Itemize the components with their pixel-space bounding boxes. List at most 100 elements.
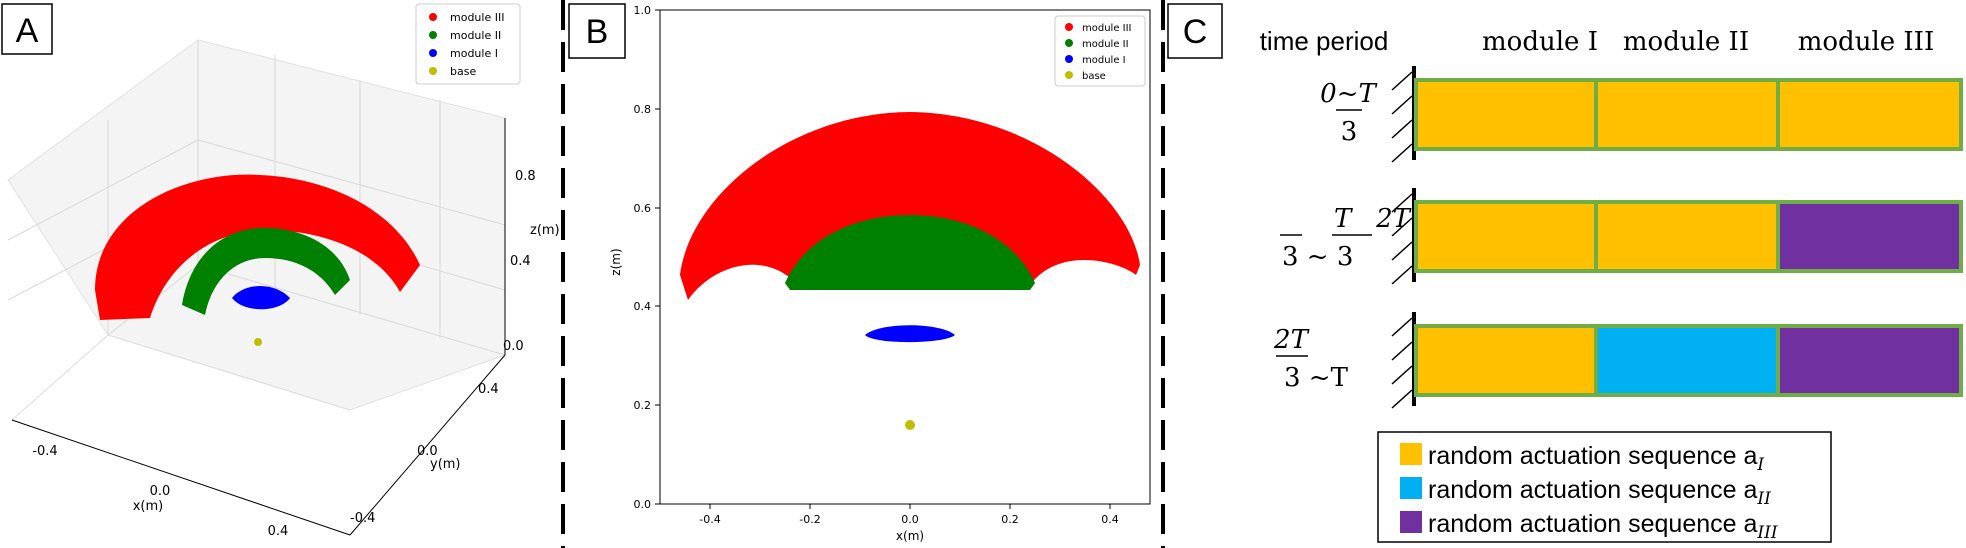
panel-c-row-2-wall: [1391, 188, 1416, 285]
panel-a-module-ii-cloud: [182, 227, 350, 315]
panel-c-legend-item-1: random actuation sequence aI: [1428, 442, 1764, 475]
panel-c-legend-sub-1: I: [1756, 455, 1764, 475]
panel-a-legend-box: [415, 3, 521, 85]
panel-a-legend-marker-3: [429, 49, 437, 57]
panel-a-z-tick-1: 0.8: [515, 169, 536, 184]
panel-a-y-tick-1: 0.4: [478, 382, 499, 397]
panel-b-legend-marker-2: [1065, 39, 1073, 47]
panel-c-legend-text-3: random actuation sequence a: [1428, 510, 1757, 538]
panel-b-y-tick-marks: [655, 9, 660, 505]
panel-b-base-point: [905, 420, 915, 430]
panel-b-scatter: [680, 112, 1140, 430]
panel-b-x-label: x(m): [896, 529, 924, 543]
panel-c-row-2-period: T 2T 3 ~ 3: [1280, 204, 1412, 272]
panel-b-y-label: z(m): [609, 248, 623, 275]
panel-a-x-tick-3: 0.4: [268, 524, 289, 539]
panel-c-row-3-block-module-iii: [1776, 324, 1963, 397]
panel-c-legend-text-2: random actuation sequence a: [1428, 476, 1757, 504]
panel-a-axis-lines: [11, 118, 506, 536]
panel-c-row-2-block-module-i: [1414, 200, 1598, 273]
panel-c-header-time-period: time period: [1260, 26, 1389, 56]
panel-c-row-3-block-module-ii: [1594, 324, 1780, 397]
panel-c-legend-sub-3: III: [1756, 523, 1777, 543]
panel-c-legend-box: [1377, 431, 1832, 543]
panel-b-legend-box: [1054, 15, 1146, 87]
panel-c-row-1-period-bottom: 3: [1341, 117, 1358, 147]
panel-b-y-tick-5: 0.8: [634, 103, 652, 116]
panel-c-row-3-period-bottom: 3 ~T: [1284, 363, 1349, 393]
panel-a-legend-marker-2: [429, 31, 437, 39]
panel-c: C time period module I module II module …: [1167, 3, 1963, 543]
panel-a-y-label: y(m): [430, 457, 461, 472]
panel-b-y-tick-4: 0.6: [634, 202, 652, 215]
panel-c-row-3-block-module-i: [1414, 324, 1598, 397]
panel-b-legend-marker-1: [1065, 23, 1073, 31]
panel-b-x-tick-2: -0.2: [799, 513, 820, 526]
panel-b-x-tick-5: 0.4: [1101, 513, 1119, 526]
panel-c-row-3-wall: [1391, 312, 1416, 409]
panel-a-legend-marker-1: [429, 13, 437, 21]
panel-b-legend-marker-4: [1065, 71, 1073, 79]
panel-c-tag-box: [1167, 3, 1223, 59]
panel-c-header-module-i: module I: [1482, 27, 1598, 57]
panel-b-tag-box: [568, 3, 626, 59]
panel-c-row-2-block-module-iii: [1776, 200, 1963, 273]
panel-a-legend-label-3: module I: [450, 47, 498, 60]
panel-b-x-tick-marks: [709, 504, 1111, 509]
panel-b-module-ii-cloud: [785, 215, 1035, 290]
panel-a-tag-box: [1, 3, 53, 55]
panel-c-row-1-block-module-iii: [1776, 78, 1963, 151]
panel-c-legend-swatch-2: [1400, 477, 1422, 499]
panel-b-tag: B: [586, 13, 609, 51]
panel-c-row-1-wall: [1391, 66, 1416, 163]
panel-c-row-2-block-module-ii: [1594, 200, 1780, 273]
panel-a-x-tick-2: 0.0: [150, 484, 171, 499]
panel-b-legend: module III module II module I base: [1054, 15, 1146, 87]
panel-a-z-tick-2: 0.4: [510, 254, 531, 269]
panel-b-x-tick-4: 0.2: [1001, 513, 1019, 526]
panel-a: A: [1, 3, 560, 539]
panel-a-y-tick-2: 0.0: [417, 444, 438, 459]
panel-a-x-label: x(m): [133, 499, 164, 514]
panel-a-legend-marker-4: [429, 67, 437, 75]
panel-a-legend-label-2: module II: [450, 29, 501, 42]
panel-a-y-axis: [349, 354, 506, 536]
panel-c-legend: random actuation sequence aI random actu…: [1377, 431, 1832, 543]
panel-a-z-tick-3: 0.0: [503, 339, 524, 354]
panel-a-legend-label-4: base: [450, 65, 476, 78]
panel-b-x-tick-1: -0.4: [699, 513, 720, 526]
panel-c-row-1: 0~T 3: [1320, 66, 1963, 163]
panel-c-row-1-period-top: 0~T: [1320, 79, 1377, 109]
panel-a-legend-label-1: module III: [450, 11, 504, 24]
panel-c-header-module-iii: module III: [1798, 27, 1934, 57]
panel-a-z-label: z(m): [530, 223, 560, 238]
panel-a-x-tick-1: -0.4: [32, 444, 57, 459]
panel-c-row-3-period: 2T 3 ~T: [1273, 325, 1349, 393]
panel-b: B 0.0 0.2 0.4 0.6 0.8 1.0 z(m) -0.4 -0.2…: [568, 3, 1151, 543]
panel-b-legend-marker-3: [1065, 55, 1073, 63]
panel-a-scatter: [95, 174, 420, 346]
panel-a-y-tick-3: -0.4: [350, 511, 375, 526]
panel-a-tag: A: [16, 12, 39, 50]
panel-b-y-tick-3: 0.4: [634, 300, 652, 313]
panel-b-y-tick-1: 0.0: [634, 498, 652, 511]
panel-c-legend-swatch-1: [1400, 443, 1422, 465]
panel-c-row-3: 2T 3 ~T: [1273, 312, 1963, 409]
panel-b-x-tick-3: 0.0: [901, 513, 919, 526]
panel-b-legend-label-2: module II: [1082, 39, 1129, 50]
panel-c-legend-sub-2: II: [1756, 489, 1771, 509]
panel-c-row-1-period: 0~T 3: [1320, 79, 1377, 147]
panel-c-legend-text-1: random actuation sequence a: [1428, 442, 1757, 470]
panel-a-module-i-cloud: [232, 286, 290, 310]
panel-a-x-axis: [11, 419, 351, 536]
panel-b-legend-label-4: base: [1082, 71, 1106, 82]
panel-c-row-3-period-top: 2T: [1273, 325, 1310, 355]
panel-b-legend-label-1: module III: [1082, 23, 1132, 34]
panel-b-legend-label-3: module I: [1082, 55, 1126, 66]
panel-b-module-iii-cloud: [680, 112, 1140, 300]
panel-c-row-1-block-module-i: [1414, 78, 1598, 151]
panel-c-row-2: T 2T 3 ~ 3: [1280, 188, 1963, 285]
panel-b-module-i-cloud: [865, 325, 955, 343]
panel-c-row-2-period-bottom: 3 ~ 3: [1282, 242, 1353, 272]
